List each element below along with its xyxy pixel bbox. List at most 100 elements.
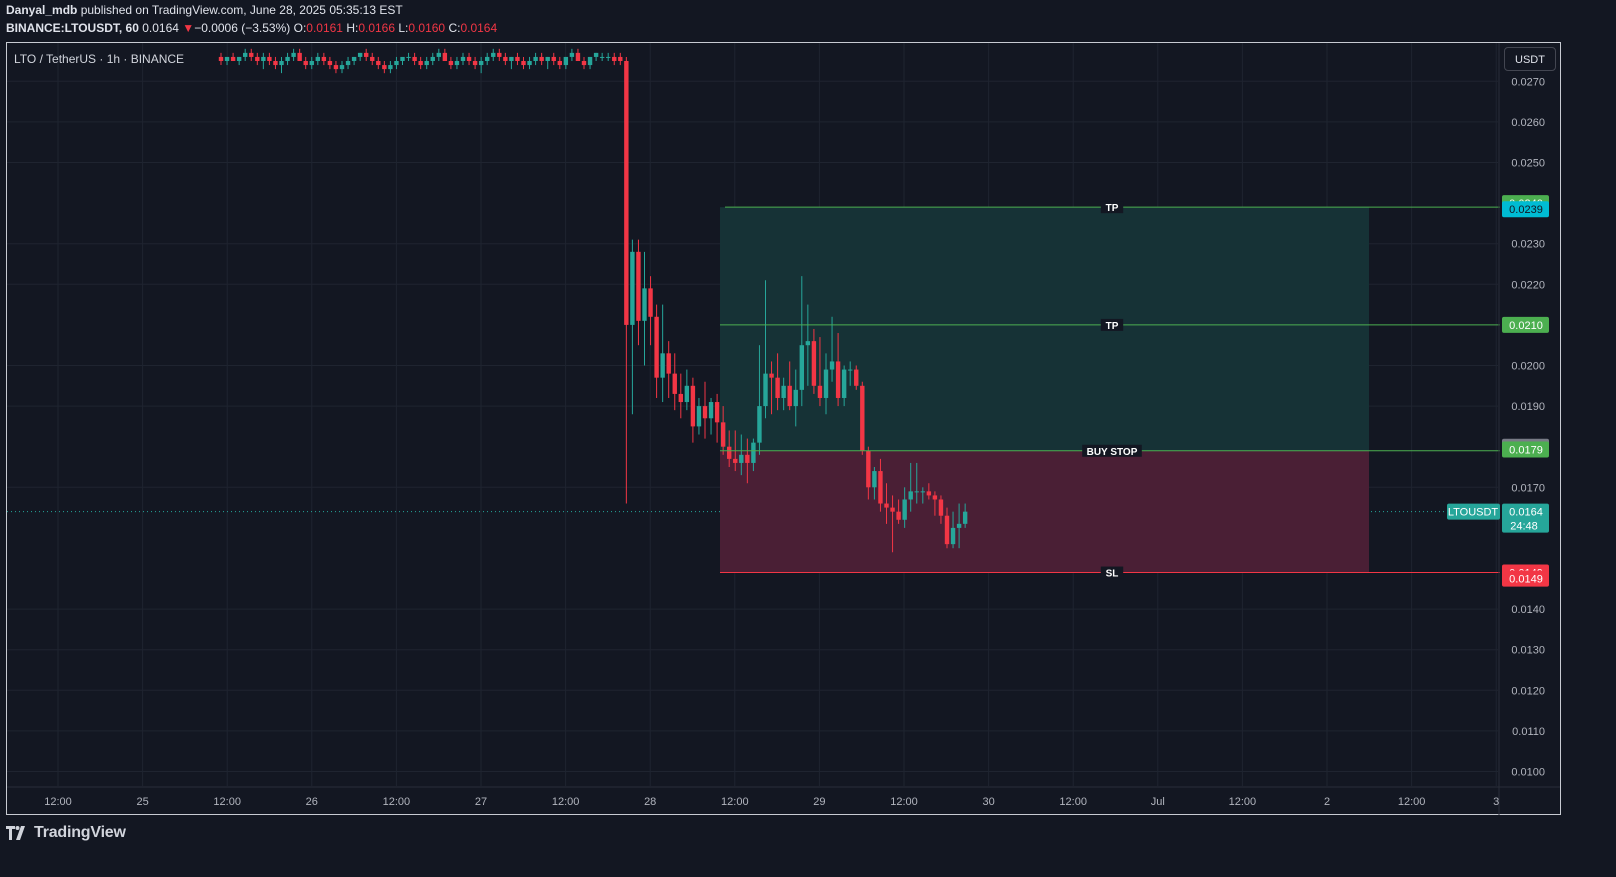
- publisher-line: Danyal_mdb published on TradingView.com,…: [6, 3, 403, 17]
- candle: [466, 52, 472, 66]
- candle: [376, 56, 381, 70]
- candle: [956, 503, 962, 549]
- candle-body: [454, 61, 460, 66]
- candle-body: [315, 56, 320, 61]
- candle: [249, 48, 254, 61]
- candle-body: [345, 61, 351, 66]
- candle: [418, 56, 423, 70]
- candle-body: [394, 61, 399, 66]
- low-label: L:: [398, 21, 409, 35]
- candle: [370, 52, 375, 66]
- candle-body: [370, 56, 375, 61]
- candle: [503, 52, 508, 66]
- candle-body: [539, 56, 544, 61]
- footer-logo[interactable]: TradingView: [6, 822, 126, 844]
- candle-body: [376, 61, 381, 66]
- time-tick-label: 12:00: [44, 796, 72, 808]
- sl-line-label: SL: [1106, 569, 1119, 580]
- publisher-name[interactable]: Danyal_mdb: [6, 3, 78, 17]
- price-tick-label: 0.0170: [1511, 482, 1545, 494]
- candle-body: [442, 52, 448, 61]
- candle-body: [551, 56, 556, 61]
- candle-body: [684, 385, 690, 403]
- candle-body: [823, 369, 829, 398]
- candle: [884, 483, 889, 524]
- candle: [920, 487, 925, 504]
- candle-body: [424, 61, 429, 66]
- candle-body: [267, 56, 272, 61]
- candle-body: [357, 52, 363, 57]
- symbol-tag-label: LTOUSDT: [1448, 507, 1499, 519]
- candle: [309, 56, 314, 70]
- candle: [829, 316, 835, 382]
- price-tick-label: 0.0250: [1511, 158, 1545, 170]
- price-tag: [1502, 441, 1549, 458]
- candle: [442, 48, 448, 61]
- candle-body: [382, 65, 387, 70]
- candle: [448, 56, 454, 70]
- candle: [351, 56, 357, 66]
- candle: [672, 353, 677, 411]
- candle-body: [255, 56, 260, 61]
- time-tick-label: 12:00: [721, 796, 749, 808]
- open-label: O:: [293, 21, 307, 35]
- candle: [382, 61, 387, 74]
- candle: [400, 56, 405, 66]
- candle: [430, 52, 435, 66]
- candle-body: [841, 369, 847, 398]
- candle-body: [303, 61, 308, 66]
- candle: [291, 48, 296, 61]
- candle-body: [648, 288, 653, 317]
- candle: [848, 361, 853, 386]
- candle: [261, 52, 266, 70]
- candle: [636, 239, 641, 346]
- candle: [932, 491, 938, 516]
- candle-body: [896, 511, 901, 520]
- candle: [787, 361, 792, 411]
- time-tick-label: 25: [136, 796, 148, 808]
- candle: [769, 361, 774, 415]
- candle-body: [515, 56, 520, 61]
- candle: [938, 495, 944, 524]
- candle: [745, 438, 750, 484]
- candle: [267, 52, 272, 66]
- candle: [654, 304, 659, 398]
- candle-body: [702, 406, 708, 419]
- currency-button[interactable]: USDT: [1504, 47, 1556, 71]
- candle-body: [956, 523, 962, 528]
- candle-body: [781, 385, 786, 398]
- price-change: −0.0006 (−3.53%): [194, 21, 291, 35]
- candle-body: [660, 353, 665, 378]
- price-tick-label: 0.0270: [1511, 76, 1545, 88]
- close-value: 0.0164: [460, 21, 498, 35]
- candle-body: [733, 458, 738, 463]
- candle: [720, 406, 726, 455]
- candle-body: [545, 56, 550, 61]
- candle: [279, 56, 284, 74]
- candle: [890, 495, 895, 553]
- axes: 0.0270 0.0260 0.0250 0.0230 0.0220 0.0200 0.01…: [7, 43, 1560, 815]
- candle-body: [575, 52, 581, 61]
- price-tag: [1502, 570, 1549, 587]
- candle: [642, 251, 647, 366]
- candle: [684, 369, 690, 411]
- candle-body: [793, 389, 798, 407]
- candle: [357, 52, 363, 61]
- candle: [714, 393, 720, 443]
- high-label: H:: [346, 21, 359, 35]
- candle: [606, 52, 611, 61]
- candle-body: [503, 56, 508, 61]
- candle: [515, 52, 520, 66]
- candle: [896, 499, 901, 524]
- time-tick-label: 28: [644, 796, 656, 808]
- price-tick-label: 0.0130: [1511, 645, 1545, 657]
- candle: [690, 377, 696, 443]
- candle-body: [799, 345, 804, 390]
- candle: [624, 56, 629, 504]
- candle-body: [249, 52, 254, 57]
- open-value: 0.0161: [306, 21, 343, 35]
- candle-body: [497, 52, 502, 57]
- candle: [333, 61, 339, 74]
- candle: [412, 52, 417, 66]
